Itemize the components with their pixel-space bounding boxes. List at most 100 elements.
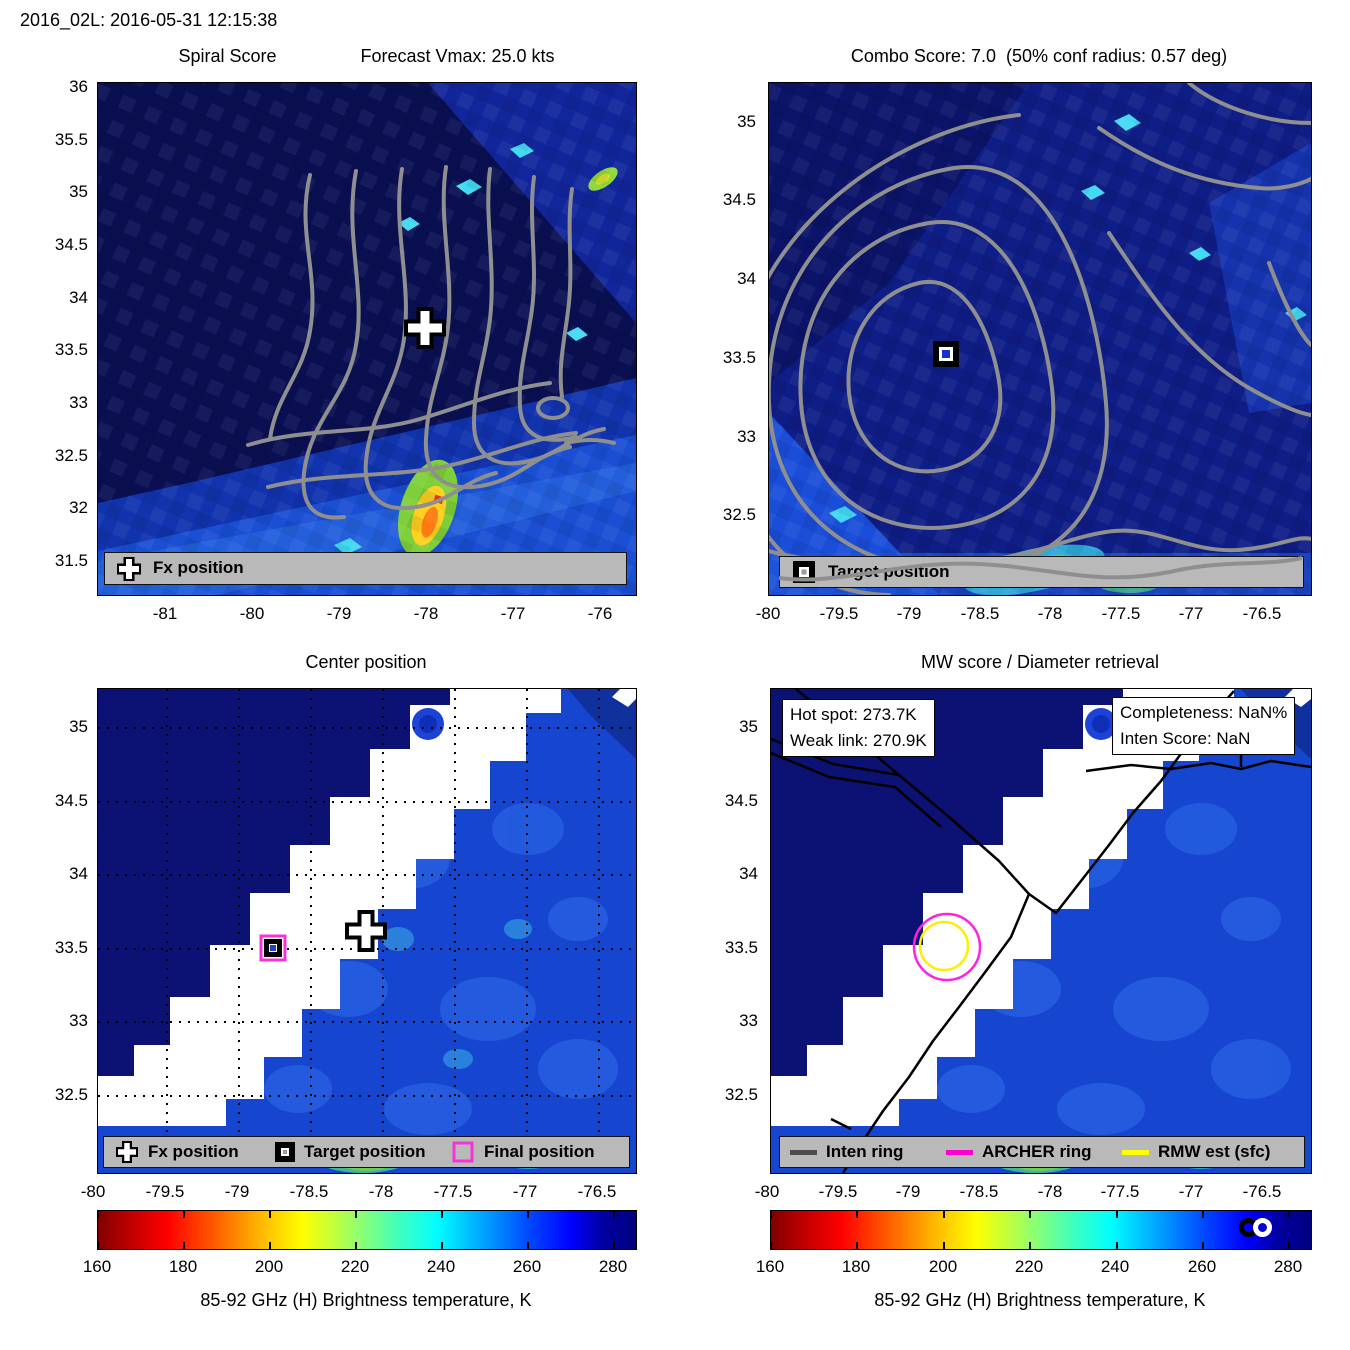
y-tick: 35 <box>69 182 88 201</box>
legend-label-target: Target position <box>304 1142 426 1161</box>
rmw-ring-icon <box>1122 1150 1149 1155</box>
hot-spot-marker <box>1253 1218 1272 1237</box>
target-square-icon <box>275 1142 295 1162</box>
x-tick: -77 <box>512 1182 538 1201</box>
x-tick: -79 <box>326 604 352 623</box>
retrieval-rings <box>912 912 982 982</box>
mw-score-title: MW score / Diameter retrieval <box>920 652 1160 672</box>
colorbar-tick-mark <box>97 1242 99 1249</box>
cb-tick: 280 <box>598 1257 628 1276</box>
y-tick: 33.5 <box>722 348 756 367</box>
colorbar-tick-mark <box>942 1242 945 1249</box>
legend-spiral: Fx position <box>104 552 627 585</box>
cloud-gap-band <box>771 689 1234 1126</box>
center-position-title: Center position <box>305 652 427 672</box>
colorbar-tick-mark <box>613 1242 616 1249</box>
y-tick: 32.5 <box>724 1085 758 1104</box>
inten-score-value: Inten Score: NaN <box>1120 729 1251 748</box>
y-tick: 36 <box>69 77 88 96</box>
cb-tick: 160 <box>82 1257 112 1276</box>
combo-score-title: Combo Score: 7.0 (50% conf radius: 0.57 … <box>850 46 1228 66</box>
x-tick: -79.5 <box>145 1182 185 1201</box>
colorbar-tick-mark <box>1288 1211 1291 1218</box>
x-tick: -78.5 <box>959 1182 999 1201</box>
legend-label-archer: ARCHER ring <box>982 1142 1092 1161</box>
fx-cross-icon <box>116 1141 138 1163</box>
x-tick: -79 <box>896 604 922 623</box>
cb-tick: 180 <box>168 1257 198 1276</box>
spiral-score-title: Spiral Score <box>178 46 277 66</box>
x-tick: -76.5 <box>1242 604 1282 623</box>
y-tick: 32.5 <box>722 505 756 524</box>
cb-tick: 200 <box>928 1257 958 1276</box>
archer-ring <box>912 912 982 982</box>
y-tick: 34 <box>69 864 88 883</box>
y-tick: 34 <box>69 288 88 307</box>
y-tick: 33 <box>69 1011 88 1030</box>
y-tick: 34.5 <box>54 791 88 810</box>
colorbar-tick-mark <box>856 1242 859 1249</box>
fx-cross-icon <box>117 557 141 581</box>
weak-link-value: Weak link: 270.9K <box>790 731 927 750</box>
colorbar-left <box>97 1210 637 1250</box>
x-tick: -77 <box>500 604 526 623</box>
x-tick: -76.5 <box>1242 1182 1282 1201</box>
cb-tick: 200 <box>254 1257 284 1276</box>
y-tick: 33 <box>69 393 88 412</box>
y-tick: 34.5 <box>722 190 756 209</box>
x-tick: -80 <box>755 604 781 623</box>
y-tick: 34 <box>739 864 758 883</box>
x-tick: -78.5 <box>289 1182 329 1201</box>
colorbar-tick-mark <box>355 1211 358 1218</box>
y-tick: 33 <box>737 427 756 446</box>
inten-ring-icon <box>790 1150 817 1155</box>
colorbar-tick-mark <box>183 1242 186 1249</box>
y-tick: 35 <box>739 717 758 736</box>
x-tick: -79 <box>895 1182 921 1201</box>
x-tick: -81 <box>152 604 178 623</box>
y-tick: 33 <box>739 1011 758 1030</box>
colorbar-label-right: 85-92 GHz (H) Brightness temperature, K <box>874 1290 1206 1310</box>
hotspot-textbox: Hot spot: 273.7K Weak link: 270.9K <box>782 699 935 757</box>
x-tick: -79 <box>224 1182 250 1201</box>
y-tick: 34.5 <box>724 791 758 810</box>
legend-label-fx: Fx position <box>148 1142 239 1161</box>
y-tick: 35 <box>737 112 756 131</box>
target-square-icon <box>793 561 815 583</box>
x-tick: -77.5 <box>1101 604 1141 623</box>
y-tick: 35.5 <box>54 130 88 149</box>
y-tick: 32.5 <box>54 446 88 465</box>
colorbar-tick-mark <box>856 1211 859 1218</box>
x-tick: -80 <box>80 1182 106 1201</box>
y-tick: 35 <box>69 717 88 736</box>
y-tick: 34 <box>737 269 756 288</box>
x-tick: -78 <box>413 604 439 623</box>
y-tick: 33.5 <box>54 938 88 957</box>
x-tick: -78 <box>1037 604 1063 623</box>
colorbar-tick-mark <box>1202 1242 1204 1249</box>
fx-position-marker <box>345 910 387 952</box>
colorbar-label-left: 85-92 GHz (H) Brightness temperature, K <box>200 1290 532 1310</box>
x-tick: -79.5 <box>819 604 859 623</box>
cb-tick: 260 <box>1187 1257 1217 1276</box>
y-tick: 33.5 <box>54 340 88 359</box>
target-final-marker <box>259 934 287 962</box>
cb-tick: 240 <box>1100 1257 1130 1276</box>
x-tick: -77.5 <box>1100 1182 1140 1201</box>
colorbar-tick-mark <box>770 1211 772 1218</box>
colorbar-tick-mark <box>770 1242 772 1249</box>
archer-ring-icon <box>946 1150 973 1155</box>
colorbar-tick-mark <box>441 1242 444 1249</box>
cb-tick: 220 <box>1014 1257 1044 1276</box>
x-tick: -76 <box>587 604 613 623</box>
fx-position-marker <box>404 307 446 349</box>
legend-center: Fx position Target position Final positi… <box>103 1136 630 1168</box>
y-tick: 32.5 <box>54 1085 88 1104</box>
spiral-contours <box>246 165 616 520</box>
land-mass <box>771 689 1123 1076</box>
forecast-vmax-title: Forecast Vmax: 25.0 kts <box>360 46 555 66</box>
cb-tick: 160 <box>755 1257 785 1276</box>
legend-combo: Target position <box>779 556 1304 588</box>
y-tick: 32 <box>69 498 88 517</box>
